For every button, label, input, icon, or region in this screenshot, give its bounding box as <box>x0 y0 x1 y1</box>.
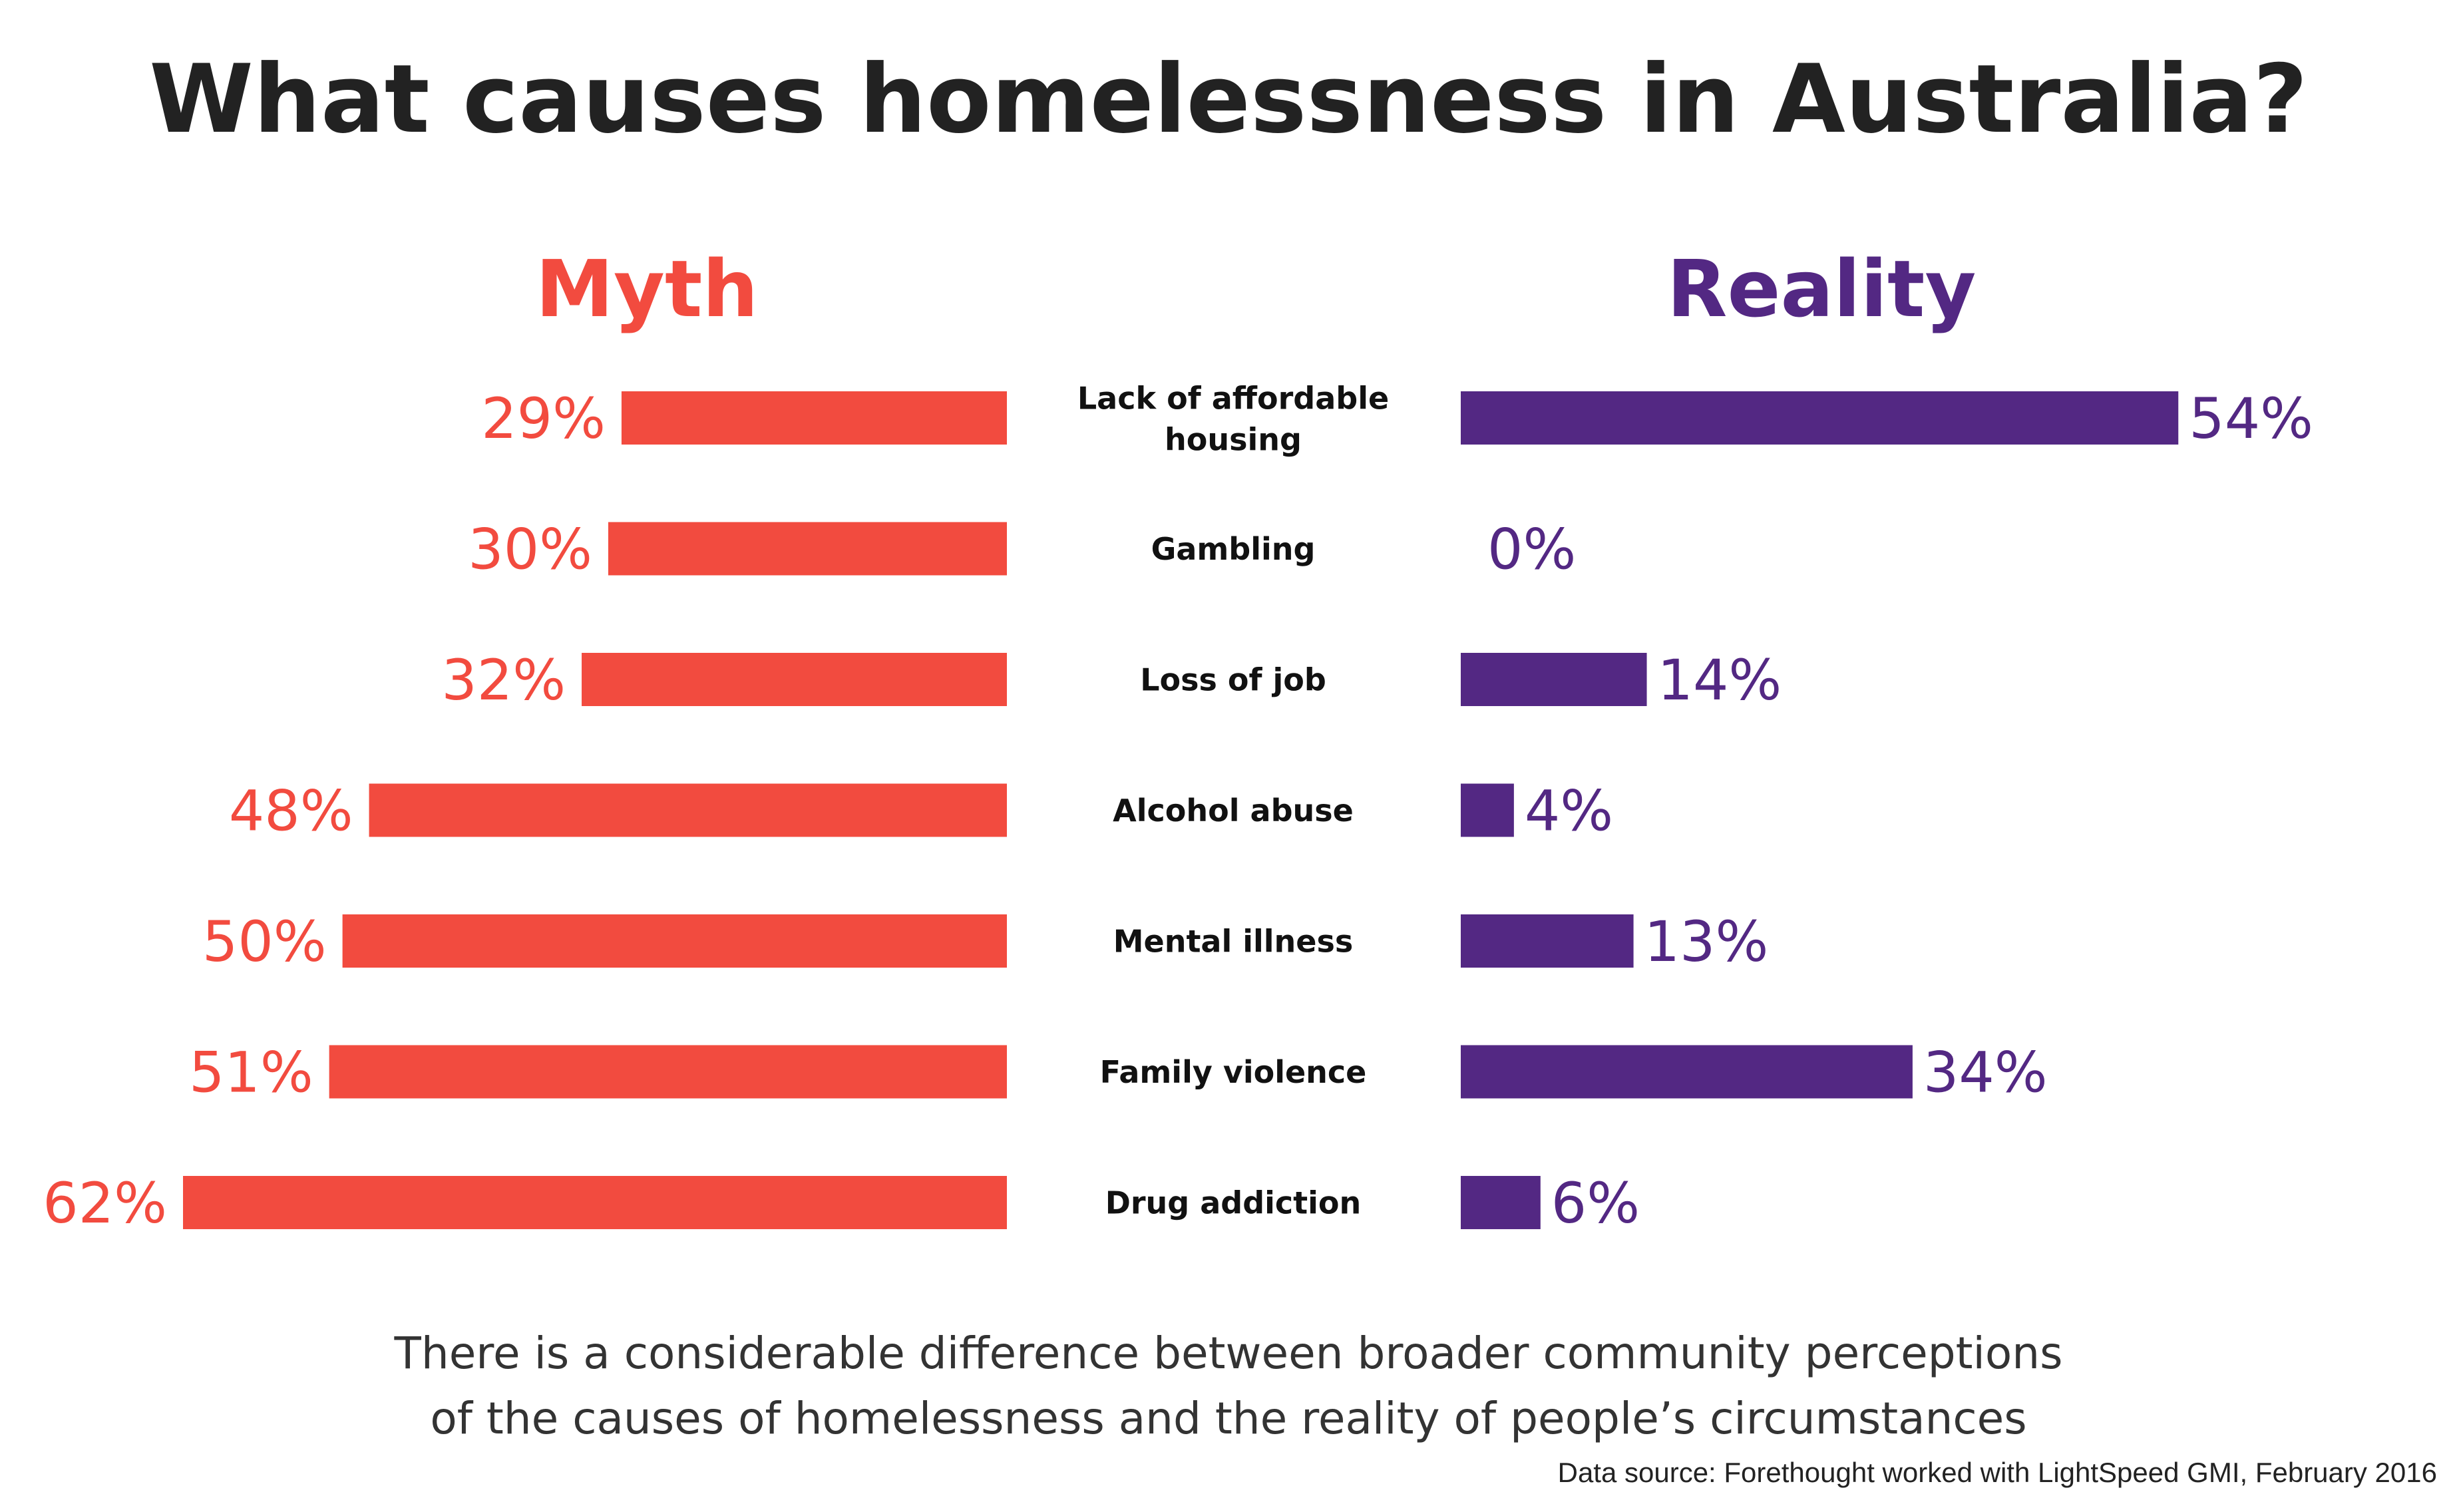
caption-line-1: There is a considerable difference betwe… <box>394 1328 2063 1379</box>
myth-value-label-1: 29% <box>481 386 606 451</box>
myth-bar-4 <box>369 783 1007 837</box>
myth-bar-2 <box>608 522 1007 576</box>
category-label-5: Mental illness <box>1113 924 1354 960</box>
category-label-1-line-1: Lack of affordable <box>1077 381 1389 417</box>
reality-value-label-4: 4% <box>1525 779 1613 844</box>
category-label-4: Alcohol abuse <box>1113 793 1354 829</box>
reality-value-label-7: 6% <box>1551 1171 1640 1236</box>
myth-bar-1 <box>621 391 1007 445</box>
myth-value-label-5: 50% <box>202 909 327 974</box>
reality-bar-1 <box>1461 391 2179 445</box>
reality-value-label-2: 0% <box>1487 517 1576 582</box>
category-label-7: Drug addiction <box>1105 1185 1362 1221</box>
chart-caption: There is a considerable difference betwe… <box>0 1321 2457 1451</box>
category-label-6: Family violence <box>1100 1054 1367 1090</box>
myth-value-label-4: 48% <box>229 779 353 844</box>
data-source-note: Data source: Forethought worked with Lig… <box>1557 1457 2437 1488</box>
myth-bar-3 <box>582 653 1007 706</box>
myth-value-label-3: 32% <box>441 648 566 713</box>
caption-line-2: of the causes of homelessness and the re… <box>430 1393 2027 1444</box>
reality-value-label-3: 14% <box>1658 648 1782 713</box>
reality-bar-3 <box>1461 653 1647 706</box>
category-label-2: Gambling <box>1151 531 1316 567</box>
category-label-1: Lack of affordable housing <box>1077 381 1389 458</box>
category-label-1-line-2: housing <box>1165 422 1302 458</box>
category-label-3: Loss of job <box>1140 662 1326 698</box>
reality-bar-6 <box>1461 1045 1913 1099</box>
chart-title: What causes homelessness in Australia? <box>149 45 2308 154</box>
reality-bar-7 <box>1461 1176 1541 1229</box>
reality-value-label-1: 54% <box>2189 386 2313 451</box>
reality-bar-5 <box>1461 914 1634 968</box>
reality-bar-4 <box>1461 783 1514 837</box>
myth-value-label-6: 51% <box>189 1040 313 1105</box>
myth-bar-5 <box>342 914 1007 968</box>
reality-value-label-6: 34% <box>1923 1040 2048 1105</box>
myth-value-label-7: 62% <box>43 1171 167 1236</box>
myth-value-label-2: 30% <box>468 517 592 582</box>
reality-column-header: Reality <box>1667 243 1977 335</box>
myth-bar-7 <box>183 1176 1007 1229</box>
myth-column-header: Myth <box>536 243 759 335</box>
myth-bar-6 <box>329 1045 1008 1099</box>
reality-value-label-5: 13% <box>1644 909 1769 974</box>
